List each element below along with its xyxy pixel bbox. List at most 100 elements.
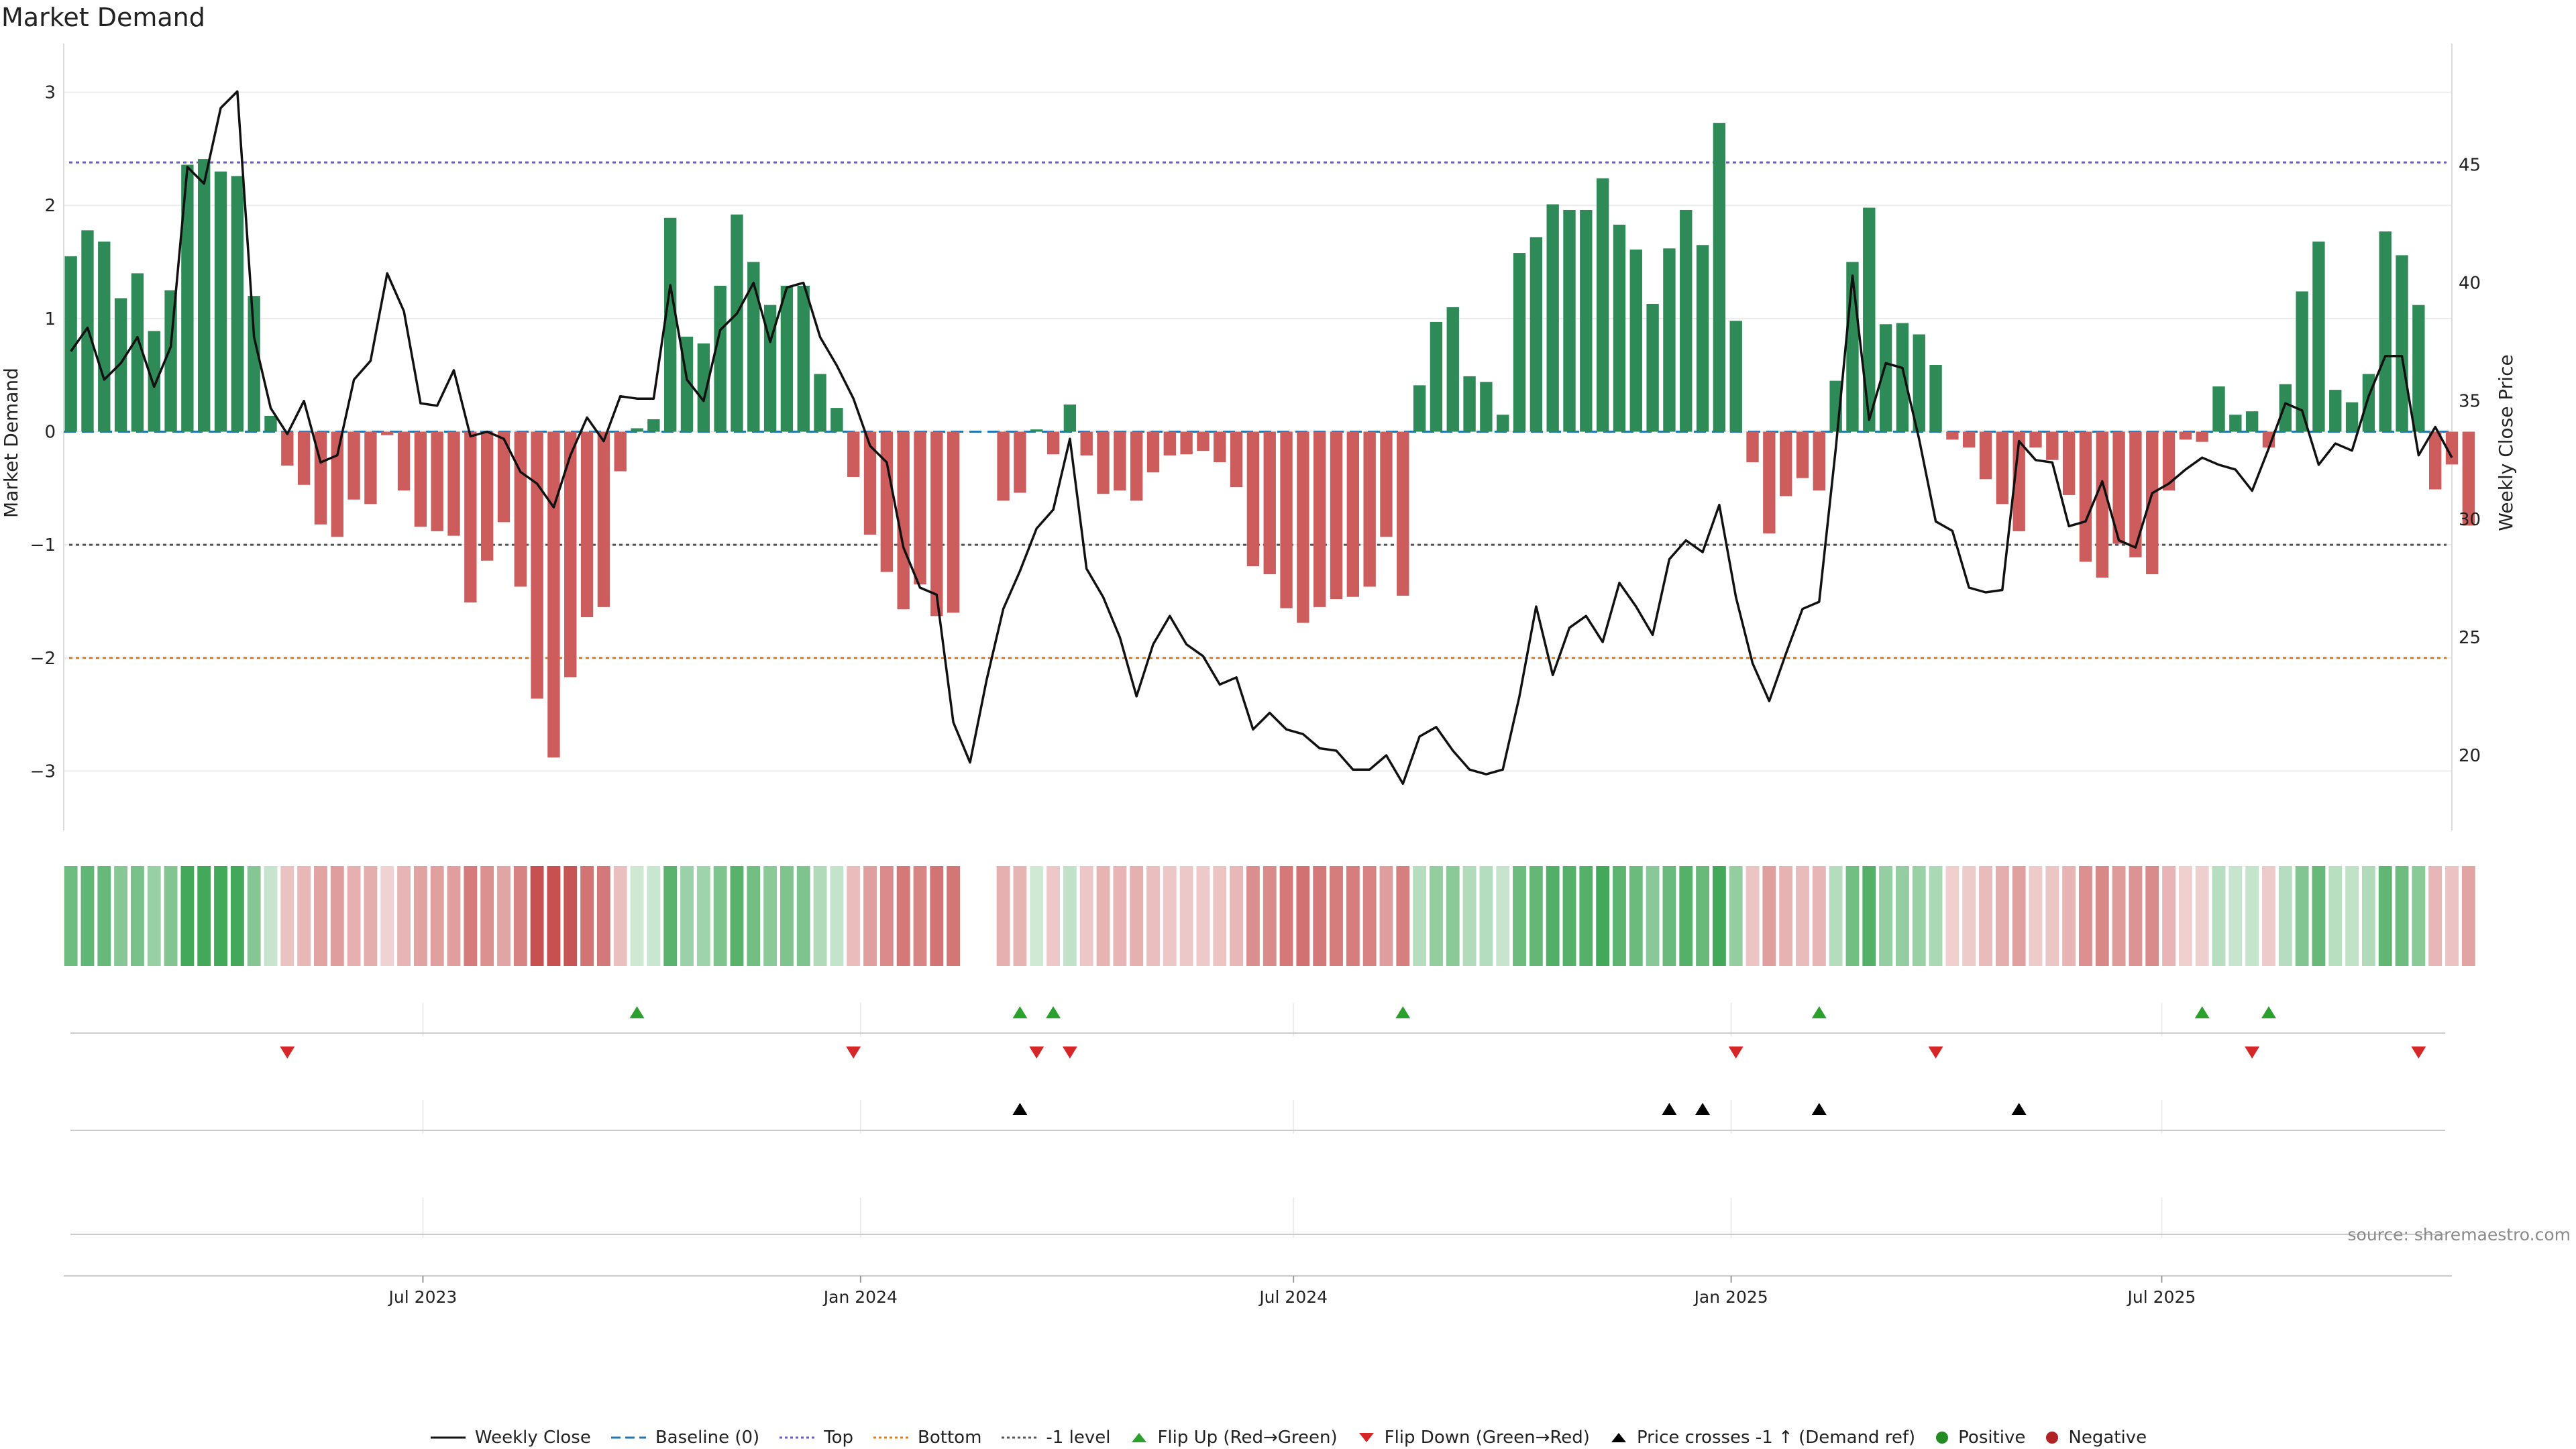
y-tick-label: 2 [44,196,56,216]
legend-item-baseline[interactable]: Baseline (0) [610,1428,759,1448]
heatmap-cell [830,866,844,966]
heatmap-cell [1762,866,1776,966]
demand-bar [1480,382,1493,432]
weekly-close-line [70,90,2453,786]
heatmap-cell [763,866,777,966]
heatmap-cell [1146,866,1160,966]
legend-item-bottom[interactable]: Bottom [872,1428,981,1448]
demand-bar [2146,431,2159,574]
heatmap-cell [630,866,644,966]
heatmap-cell [2229,866,2243,966]
y-tick-label: 1 [44,309,56,329]
heatmap-cell [2112,866,2126,966]
flip-down-marker [1029,1046,1044,1059]
demand-bar [198,159,211,432]
dashed-line-icon [610,1436,646,1439]
demand-bar [2079,431,2092,562]
heatmap-cell [1246,866,1260,966]
demand-bar [714,285,727,432]
legend-item-top[interactable]: Top [778,1428,853,1448]
demand-bar [580,431,594,618]
demand-bar [2345,402,2359,432]
heatmap-cell [480,866,494,966]
legend-label: Negative [2068,1428,2147,1448]
demand-bar [731,214,743,432]
demand-bar [1397,431,1409,596]
heatmap-cell [2012,866,2026,966]
heatmap-cell [397,866,411,966]
demand-bar [1263,431,1276,574]
demand-bar [880,431,894,572]
demand-bar [930,431,943,616]
signal-panels [70,1006,2445,1235]
heatmap-cell [1513,866,1526,966]
heatmap-cell [1013,866,1027,966]
legend-item-flip-up[interactable]: Flip Up (Red→Green) [1129,1428,1338,1448]
demand-bar [447,431,460,536]
heatmap-cell [2428,866,2443,966]
heatmap-cell [264,866,278,966]
x-tick-label: Jul 2024 [1258,1287,1328,1307]
demand-bar [2096,431,2108,578]
demand-bar [347,431,360,500]
demand-bar [814,374,826,432]
demand-bar [1230,431,1243,488]
demand-bar [697,343,710,432]
heatmap-cell [2312,866,2326,966]
legend-item-minus1[interactable]: -1 level [1000,1428,1110,1448]
heatmap-cell [996,866,1010,966]
heatmap-cell [280,866,294,966]
demand-bar [647,419,660,432]
demand-bars [64,123,2475,758]
demand-bar [1046,431,1060,455]
demand-bar [1663,248,1676,432]
heatmap-cell [1629,866,1643,966]
legend-item-positive[interactable]: Positive [1934,1428,2025,1448]
heatmap-cell [297,866,311,966]
demand-bar [1896,323,1909,432]
heatmap-cell [2029,866,2043,966]
demand-bar [2196,431,2208,442]
flip-down-marker [1928,1046,1943,1059]
legend-label: Positive [1958,1428,2026,1448]
heatmap-cell [1396,866,1410,966]
demand-bar [2296,291,2308,432]
weekly-close-series [70,90,2453,786]
x-tick-label: Jan 2025 [1693,1287,1768,1307]
heatmap-cell [1479,866,1493,966]
demand-bar [1646,303,1659,432]
demand-bar [2279,384,2292,432]
demand-bar [1713,123,1726,432]
demand-bar [1580,209,1593,432]
heatmap-cell [1030,866,1044,966]
heatmap-cell [1179,866,1193,966]
flip-down-marker [2245,1046,2260,1059]
heatmap-cell [530,866,544,966]
heatmap-cell [1063,866,1077,966]
heatmap-cell [1330,866,1343,966]
heatmap-cell [2045,866,2059,966]
demand-bar [830,408,843,432]
heatmap-cell [1662,866,1676,966]
y-tick-label: −2 [30,649,56,669]
heatmap-cell [447,866,461,966]
heatmap-cell [464,866,478,966]
heatmap-cell [796,866,810,966]
legend-item-close[interactable]: Weekly Close [429,1428,591,1448]
y-tick-label: −1 [30,535,56,555]
legend-item-flip-down[interactable]: Flip Down (Green→Red) [1356,1428,1590,1448]
heatmap-cell [1279,866,1293,966]
x-tick-label: Jul 2023 [388,1287,458,1307]
demand-bar [1413,385,1426,432]
heatmap-cell [230,866,244,966]
heatmap-cell [97,866,111,966]
legend-item-price-cross[interactable]: Price crosses -1 ↑ (Demand ref) [1609,1428,1915,1448]
legend-item-negative[interactable]: Negative [2044,1428,2147,1448]
heatmap-cell [1046,866,1060,966]
heatmap-cell [2095,866,2109,966]
demand-bar [1313,431,1326,607]
demand-bar [2229,415,2242,432]
legend-label: Baseline (0) [655,1428,760,1448]
demand-bar [1246,431,1260,567]
demand-bar [64,256,77,432]
